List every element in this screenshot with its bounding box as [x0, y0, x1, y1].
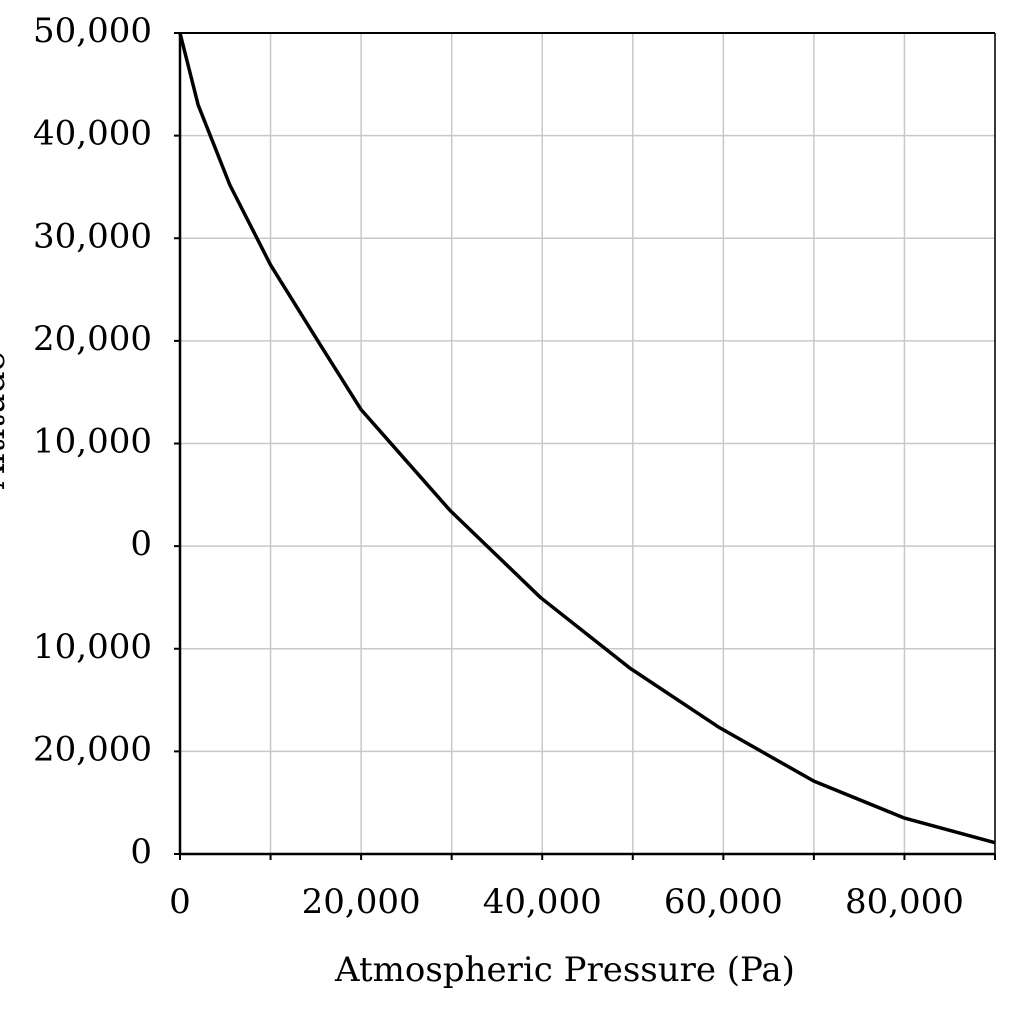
x-axis-label: Atmospheric Pressure (Pa)	[334, 950, 795, 990]
line	[178, 32, 996, 845]
y-tick-label: 0	[130, 524, 152, 564]
y-tick-label: 20,000	[33, 319, 152, 359]
x-tick-label: 40,000	[483, 882, 602, 922]
y-tick-label: 50,000	[33, 11, 152, 51]
y-tick-label: 10,000	[33, 422, 152, 462]
y-tick-label: 0	[130, 832, 152, 872]
x-tick-label: 80,000	[845, 882, 964, 922]
y-tick-label: 20,000	[33, 729, 152, 769]
y-tick-label: 10,000	[33, 627, 152, 667]
x-tick-label: 0	[169, 882, 191, 922]
y-tick-label: 30,000	[33, 216, 152, 256]
x-tick-label: 60,000	[664, 882, 783, 922]
y-axis-label: Altitude	[0, 351, 13, 489]
x-tick-label: 20,000	[302, 882, 421, 922]
y-tick-label: 40,000	[33, 114, 152, 154]
